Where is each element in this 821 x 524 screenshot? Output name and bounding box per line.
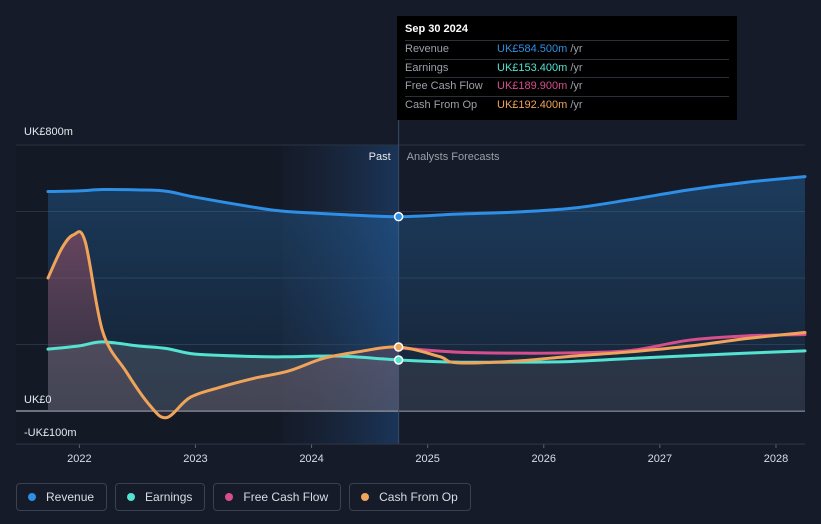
tooltip-value: UK£153.400m: [497, 61, 568, 74]
legend-free-cash-flow[interactable]: Free Cash Flow: [213, 483, 342, 511]
tooltip-value: UK£189.900m: [497, 80, 568, 92]
x-tick-label: 2027: [648, 453, 672, 465]
earnings-forecast-area: [398, 350, 805, 411]
tooltip-unit: /yr: [570, 98, 583, 111]
tooltip-label: Earnings: [405, 61, 449, 74]
forecast-label: Analysts Forecasts: [407, 151, 500, 163]
tooltip-row-cash-from-op: Cash From Op UK£192.400m /yr: [405, 95, 729, 115]
legend-label: Earnings: [145, 490, 193, 504]
legend-earnings[interactable]: Earnings: [115, 483, 206, 511]
tooltip-unit: /yr: [570, 80, 583, 92]
cash-from-op-line: [46, 230, 807, 420]
x-tick-label: 2026: [532, 453, 556, 465]
revenue-line: [46, 175, 807, 219]
tooltip-value: UK£584.500m: [497, 43, 568, 55]
x-tick-label: 2024: [299, 453, 323, 465]
tooltip-label: Revenue: [405, 43, 450, 55]
cash-from-op-marker: [393, 342, 404, 352]
cash-from-op-dot-icon: [361, 493, 370, 501]
tooltip-label: Cash From Op: [405, 98, 478, 111]
revenue-dot-icon: [28, 493, 36, 501]
tooltip-row-earnings: Earnings UK£153.400m /yr: [405, 58, 729, 78]
y-axis-top-label: UK£800m: [24, 126, 73, 138]
legend-label: Revenue: [46, 490, 95, 504]
chart-legend: Revenue Earnings Free Cash Flow Cash Fro…: [16, 483, 471, 511]
x-tick-label: 2028: [764, 453, 788, 465]
legend-revenue[interactable]: Revenue: [16, 483, 108, 511]
cash-from-op-area: [48, 231, 399, 418]
legend-label: Cash From Op: [379, 490, 458, 504]
tooltip-unit: /yr: [570, 43, 583, 55]
y-axis-bottom-label: -UK£100m: [24, 427, 77, 439]
tooltip-label: Free Cash Flow: [405, 80, 483, 92]
free-cash-flow-dot-icon: [225, 493, 234, 501]
x-tick-label: 2023: [183, 453, 207, 465]
earnings-area: [48, 341, 399, 411]
free-cash-flow-line: [397, 333, 807, 355]
x-tick-label: 2025: [415, 453, 439, 465]
earnings-marker: [393, 355, 404, 365]
hover-tooltip: Sep 30 2024 Revenue UK£584.500m /yr Earn…: [397, 16, 737, 120]
tooltip-row-free-cash-flow: Free Cash Flow UK£189.900m /yr: [405, 77, 729, 96]
tooltip-unit: /yr: [570, 61, 583, 74]
past-label: Past: [369, 151, 391, 163]
x-tick-label: 2022: [67, 453, 91, 465]
earnings-dot-icon: [127, 493, 136, 501]
tooltip-value: UK£192.400m: [497, 98, 568, 111]
y-axis-zero-label: UK£0: [24, 394, 52, 406]
legend-label: Free Cash Flow: [243, 490, 329, 504]
legend-cash-from-op[interactable]: Cash From Op: [349, 483, 471, 511]
tooltip-row-revenue: Revenue UK£584.500m /yr: [405, 40, 729, 59]
revenue-marker: [393, 211, 404, 222]
tooltip-date: Sep 30 2024: [405, 23, 468, 35]
